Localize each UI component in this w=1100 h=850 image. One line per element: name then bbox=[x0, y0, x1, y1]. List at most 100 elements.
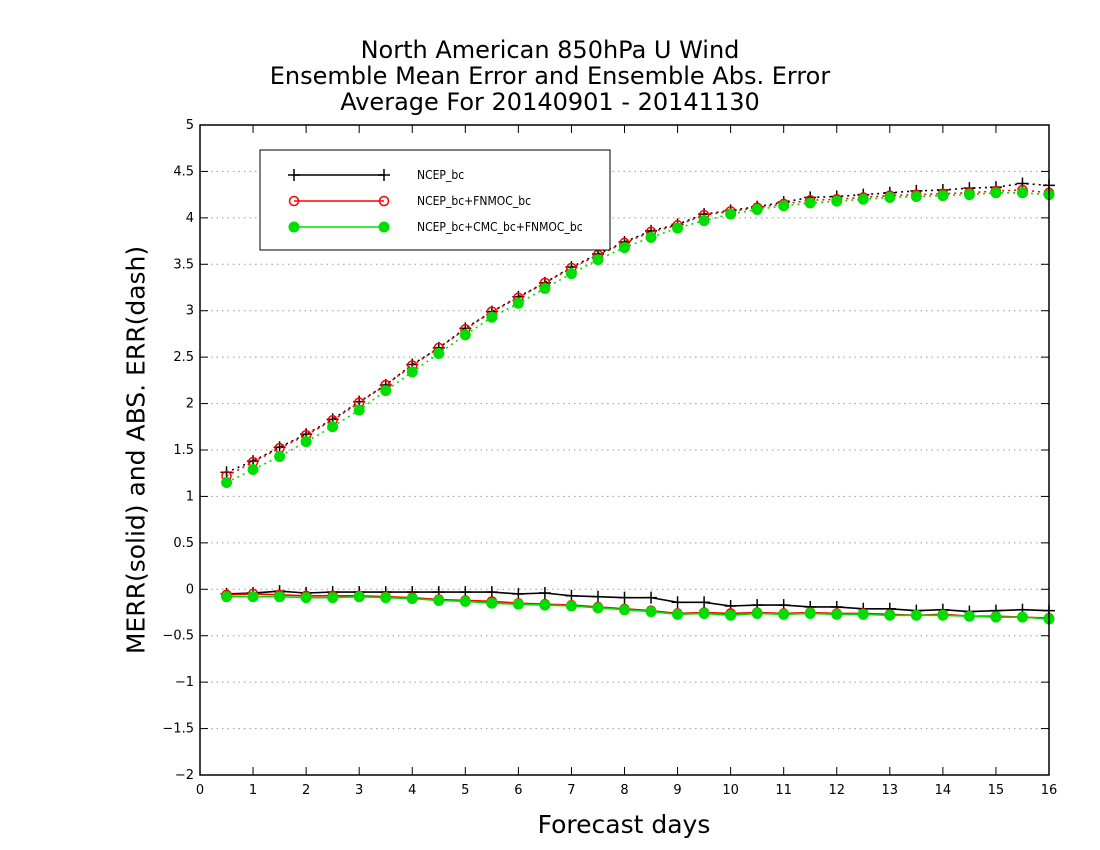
abs-err-point bbox=[1016, 187, 1028, 199]
abs-err-point bbox=[274, 451, 286, 462]
x-tick-label: 7 bbox=[567, 783, 575, 798]
x-tick-label: 5 bbox=[461, 783, 469, 798]
mean-err-point bbox=[274, 591, 286, 603]
abs-err-line bbox=[226, 182, 1050, 474]
legend-item: NCEP_bc+FNMOC_bc bbox=[288, 194, 531, 208]
mean-err-point bbox=[512, 587, 525, 600]
mean-err-point bbox=[937, 609, 949, 621]
mean-err-point bbox=[698, 596, 711, 609]
mean-err-point bbox=[671, 596, 684, 609]
y-tick-label: −1.5 bbox=[162, 722, 194, 737]
legend-box bbox=[259, 149, 611, 251]
abs-err-point bbox=[778, 200, 790, 212]
legend-marker bbox=[288, 195, 300, 207]
abs-err-point bbox=[963, 189, 975, 201]
x-tick-label: 15 bbox=[988, 783, 1005, 798]
series-1 bbox=[221, 184, 1055, 624]
mean-err-point bbox=[645, 606, 657, 618]
abs-err-point bbox=[380, 385, 392, 397]
mean-err-point bbox=[672, 608, 684, 620]
mean-err-point bbox=[698, 607, 710, 619]
abs-err-point bbox=[433, 347, 445, 359]
mean-err-point bbox=[300, 592, 312, 604]
legend-label: NCEP_bc+CMC_bc+FNMOC_bc bbox=[417, 220, 583, 234]
mean-err-point bbox=[778, 608, 790, 620]
mean-err-point bbox=[990, 611, 1002, 623]
abs-err-point bbox=[486, 311, 498, 323]
mean-err-point bbox=[592, 602, 604, 614]
legend-label: NCEP_bc+FNMOC_bc bbox=[417, 194, 531, 208]
y-tick-label: −2 bbox=[175, 768, 194, 783]
legend-marker bbox=[378, 195, 390, 207]
abs-err-point bbox=[804, 197, 816, 209]
y-tick-label: 0 bbox=[186, 582, 194, 597]
x-tick-label: 4 bbox=[408, 783, 416, 798]
x-tick-label: 6 bbox=[514, 783, 522, 798]
legend-item: NCEP_bc bbox=[288, 168, 464, 182]
mean-err-point bbox=[327, 592, 339, 604]
abs-err-point bbox=[990, 187, 1002, 199]
mean-err-point bbox=[539, 599, 551, 611]
abs-err-point bbox=[247, 464, 259, 475]
x-tick-label: 9 bbox=[673, 783, 681, 798]
mean-err-point bbox=[380, 592, 392, 604]
abs-err-point bbox=[725, 208, 737, 220]
abs-err-point bbox=[459, 329, 471, 341]
abs-err-point bbox=[857, 193, 869, 205]
mean-err-point bbox=[485, 586, 498, 599]
x-tick-label: 13 bbox=[882, 783, 899, 798]
mean-err-point bbox=[645, 591, 658, 604]
mean-err-point bbox=[459, 595, 471, 607]
mean-err-point bbox=[406, 593, 418, 605]
series-layer bbox=[220, 177, 1055, 625]
mean-err-line bbox=[226, 595, 1050, 620]
chart-title-line-1: North American 850hPa U Wind bbox=[360, 36, 740, 64]
y-tick-label: 2 bbox=[186, 397, 194, 412]
y-tick-label: −1 bbox=[175, 675, 194, 690]
mean-err-point bbox=[512, 598, 524, 610]
mean-err-point bbox=[486, 597, 498, 609]
mean-err-point bbox=[910, 609, 922, 621]
legend-item: NCEP_bc+CMC_bc+FNMOC_bc bbox=[288, 220, 583, 234]
y-tick-label: 1 bbox=[186, 489, 194, 504]
legend-marker bbox=[378, 221, 390, 233]
mean-err-point bbox=[725, 609, 737, 621]
abs-err-point bbox=[220, 466, 233, 479]
x-axis-ticks: 0 1 2 3 4 5 6 7 8 9 10 11 12 13 14 15 16 bbox=[196, 125, 1057, 798]
mean-err-point bbox=[247, 591, 259, 603]
abs-err-point bbox=[327, 421, 339, 433]
chart-title-line-2: Ensemble Mean Error and Ensemble Abs. Er… bbox=[269, 62, 831, 90]
abs-err-point bbox=[300, 436, 312, 448]
y-axis-label: MERR(solid) and ABS. ERR(dash) bbox=[121, 245, 151, 655]
abs-err-point bbox=[565, 268, 577, 280]
x-tick-label: 0 bbox=[196, 783, 204, 798]
mean-err-point bbox=[353, 591, 365, 603]
legend-marker bbox=[378, 169, 390, 181]
plot-frame bbox=[199, 124, 1050, 776]
mean-err-point bbox=[591, 590, 604, 603]
x-tick-label: 1 bbox=[249, 783, 257, 798]
x-tick-label: 14 bbox=[935, 783, 952, 798]
mean-err-point bbox=[857, 608, 869, 620]
abs-err-point bbox=[831, 195, 843, 207]
y-tick-label: −0.5 bbox=[162, 629, 194, 644]
abs-err-point bbox=[539, 282, 551, 294]
abs-err-point bbox=[751, 204, 763, 215]
abs-err-point bbox=[406, 366, 418, 378]
y-tick-label: 3 bbox=[186, 304, 194, 319]
mean-err-point bbox=[565, 600, 577, 612]
abs-err-point bbox=[592, 254, 604, 266]
y-tick-label: 4 bbox=[186, 211, 194, 226]
y-tick-label: 1.5 bbox=[173, 443, 194, 458]
mean-err-point bbox=[538, 587, 551, 599]
y-tick-label: 3.5 bbox=[173, 257, 194, 272]
legend: NCEP_bc NCEP_bc+FNMOC_bc NCEP_bc+CMC_bc+FN… bbox=[259, 149, 611, 251]
mean-err-line bbox=[226, 590, 1050, 613]
mean-err-point bbox=[619, 604, 630, 616]
mean-err-point bbox=[565, 589, 578, 602]
abs-err-line bbox=[226, 189, 1050, 477]
abs-err-point bbox=[698, 215, 710, 227]
mean-err-point bbox=[804, 607, 816, 619]
abs-err-point bbox=[937, 190, 949, 202]
